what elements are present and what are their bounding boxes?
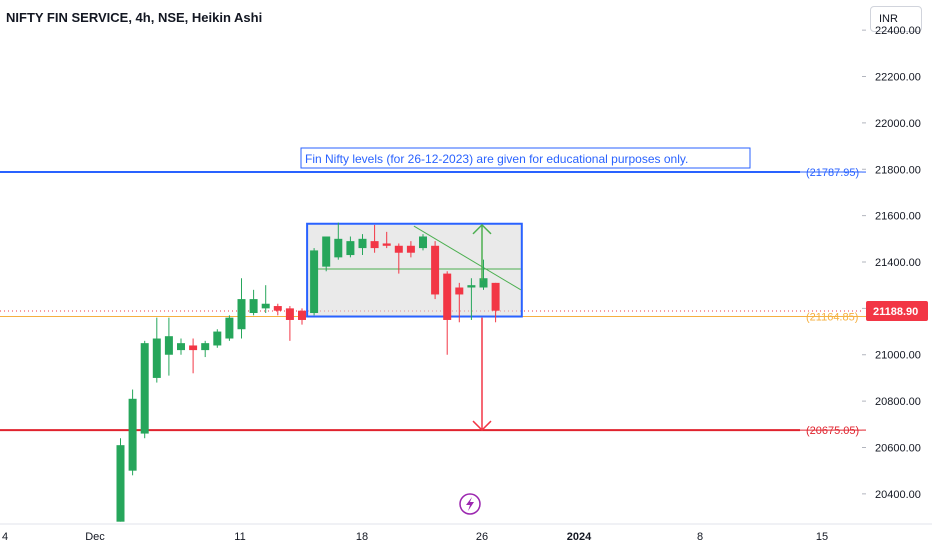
arrows-layer [472, 223, 492, 432]
chart-title: NIFTY FIN SERVICE, 4h, NSE, Heikin Ashi [6, 10, 263, 25]
annotation-box [300, 147, 751, 169]
x-tick-label: Dec [85, 531, 105, 543]
range-box-layer [306, 222, 523, 318]
candle-body [201, 343, 210, 351]
y-tick-label: 22200.00 [875, 72, 921, 84]
candle-body [406, 245, 415, 253]
candle-body [298, 310, 306, 320]
candle-body [479, 278, 488, 288]
up-arrow-head [472, 223, 492, 235]
candle-body [455, 287, 464, 295]
x-tick-label: 2024 [567, 531, 592, 543]
candle-body [370, 241, 379, 249]
candle-body [285, 308, 294, 320]
candle-body [382, 243, 391, 246]
candle-body [310, 250, 319, 314]
trend-line[interactable] [413, 225, 522, 291]
annotation-note[interactable]: Fin Nifty levels (for 26-12-2023) are gi… [300, 147, 751, 169]
candle-body [346, 241, 355, 256]
y-axis: 20400.0020600.0020800.0021000.0021200.00… [862, 25, 928, 501]
range-box[interactable] [306, 222, 523, 318]
candle-body [225, 317, 234, 339]
y-tick-label: 21800.00 [875, 164, 921, 176]
candle-body [152, 338, 161, 378]
candle-body [237, 299, 246, 330]
candle-body [358, 238, 367, 249]
candle-body [177, 343, 185, 351]
x-tick-label: 15 [816, 531, 828, 543]
candle-body [322, 236, 331, 267]
x-tick-label: 4 [2, 531, 8, 543]
level-label-1: (21787.95) [806, 167, 859, 179]
candle-body [261, 303, 270, 309]
x-tick-label: 11 [234, 531, 245, 543]
x-tick-label: 8 [697, 531, 703, 543]
candle-body [213, 331, 222, 346]
candle-body [467, 285, 476, 288]
annotation-text: Fin Nifty levels (for 26-12-2023) are gi… [305, 152, 688, 166]
x-axis: 4 Dec 11 18 26 2024 8 15 [2, 531, 828, 543]
level-label-3: (20675.05) [806, 425, 859, 437]
candles-layer [116, 222, 500, 522]
x-tick-label: 26 [476, 531, 488, 543]
candle-body [394, 245, 403, 253]
candle-body [334, 238, 343, 258]
candle-body [140, 343, 149, 434]
x-tick-label: 18 [356, 531, 368, 543]
y-tick-label: 20400.00 [875, 489, 921, 501]
last-price-label: 21188.90 [873, 306, 918, 318]
y-tick-label: 22400.00 [875, 25, 921, 37]
candle-body [273, 306, 282, 311]
candle-body [443, 273, 452, 320]
candle-body [189, 345, 198, 351]
y-tick-label: 20600.00 [875, 442, 921, 454]
y-tick-label: 21600.00 [875, 211, 921, 223]
y-tick-label: 22000.00 [875, 118, 921, 130]
currency-button[interactable]: INR [870, 6, 922, 32]
last-price-tag [866, 300, 928, 321]
down-arrow-head [472, 420, 492, 432]
level-label-2: (21164.85) [806, 312, 858, 324]
candle-body [116, 445, 125, 522]
flash-icon[interactable] [459, 493, 481, 515]
y-tick-label: 20800.00 [875, 396, 921, 408]
candle-body [164, 336, 173, 355]
candle-body [249, 299, 258, 314]
y-tick-label: 21000.00 [875, 350, 921, 362]
candle-body [491, 282, 500, 311]
y-tick-label: 21400.00 [875, 257, 921, 269]
candle-body [419, 236, 427, 249]
candle-body [431, 245, 440, 295]
candle-body [128, 398, 137, 471]
